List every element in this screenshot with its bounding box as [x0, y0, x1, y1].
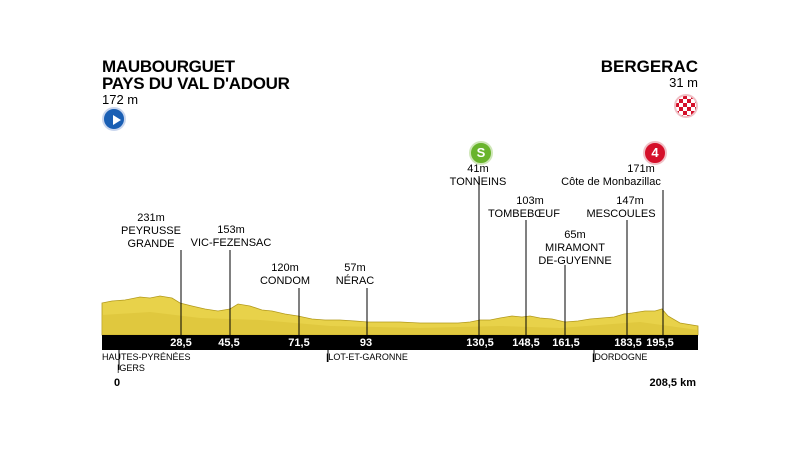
waypoint-label: 171m Côte de Monbazillac [561, 163, 661, 188]
start-name-line2: PAYS DU VAL D'ADOUR [102, 74, 290, 93]
region-label: HAUTES-PYRÉNÉES |GERS [102, 352, 191, 373]
waypoint-label: 231m PEYRUSSE GRANDE [121, 212, 181, 250]
km-tick-label: 148,5 [512, 337, 540, 349]
km-end-label: 208,5 km [649, 377, 696, 389]
finish-town-name: BERGERAC [600, 57, 698, 76]
start-play-icon [102, 107, 126, 131]
km-tick-label: 45,5 [218, 337, 240, 349]
km-tick-label: 130,5 [466, 337, 494, 349]
start-town-name: MAUBOURGUET PAYS DU VAL D'ADOUR [102, 58, 290, 92]
kom-category-badge-icon: 4 [643, 141, 667, 165]
km-tick-label: 195,5 [646, 337, 674, 349]
start-name-line1: MAUBOURGUET [102, 57, 235, 76]
waypoint-label: 65m MIRAMONT DE-GUYENNE [538, 229, 612, 267]
km-tick-label: 93 [359, 337, 373, 349]
waypoint-label: 41m TONNEINS [449, 163, 507, 188]
waypoint-label: 57m NÉRAC [335, 262, 375, 287]
region-label: |DORDOGNE [592, 352, 648, 362]
km-tick-label: 28,5 [170, 337, 192, 349]
sprint-badge-icon: S [469, 141, 493, 165]
waypoint-label: 120m CONDOM [259, 262, 311, 287]
waypoint-label: 153m VIC-FEZENSAC [190, 224, 272, 249]
km-axis-bar [102, 335, 698, 350]
region-label: |LOT-ET-GARONNE [326, 352, 408, 362]
km-tick-label: 183,5 [614, 337, 642, 349]
finish-flag-icon [674, 94, 698, 118]
start-altitude: 172 m [102, 92, 139, 107]
finish-altitude: 31 m [669, 75, 698, 90]
waypoint-label: 147m MESCOULES [586, 195, 656, 220]
km-tick-label: 71,5 [288, 337, 310, 349]
waypoint-label: 103m TOMBEBŒUF [488, 195, 560, 220]
km-tick-label: 161,5 [552, 337, 580, 349]
km-start-label: 0 [114, 377, 121, 389]
